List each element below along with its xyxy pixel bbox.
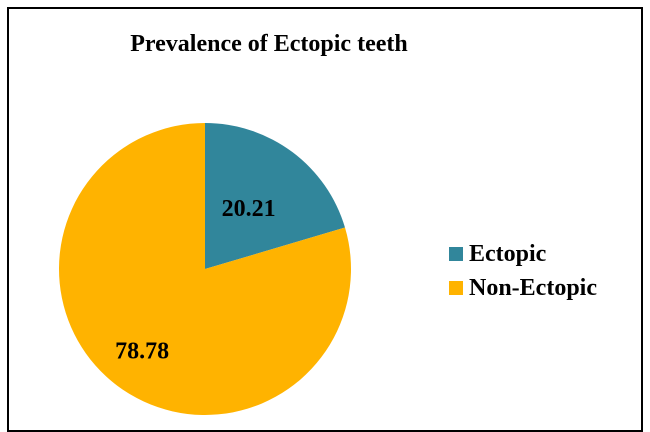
legend-item-non-ectopic: Non-Ectopic [449, 271, 597, 305]
pie-slice-non-ectopic [58, 123, 351, 416]
chart-frame: Prevalence of Ectopic teeth 20.21 78.78 … [7, 7, 643, 432]
legend-swatch-non-ectopic [449, 281, 463, 295]
pie-slice-ectopic [205, 123, 345, 269]
legend-label-ectopic: Ectopic [469, 240, 547, 267]
data-label-ectopic: 20.21 [222, 196, 276, 222]
chart-title: Prevalence of Ectopic teeth [130, 31, 408, 57]
data-label-non-ectopic: 78.78 [115, 339, 169, 365]
pie-chart: 20.21 78.78 [58, 123, 351, 416]
legend-label-non-ectopic: Non-Ectopic [469, 274, 597, 301]
legend-item-ectopic: Ectopic [449, 237, 597, 271]
legend: Ectopic Non-Ectopic [449, 237, 597, 305]
legend-swatch-ectopic [449, 247, 463, 261]
